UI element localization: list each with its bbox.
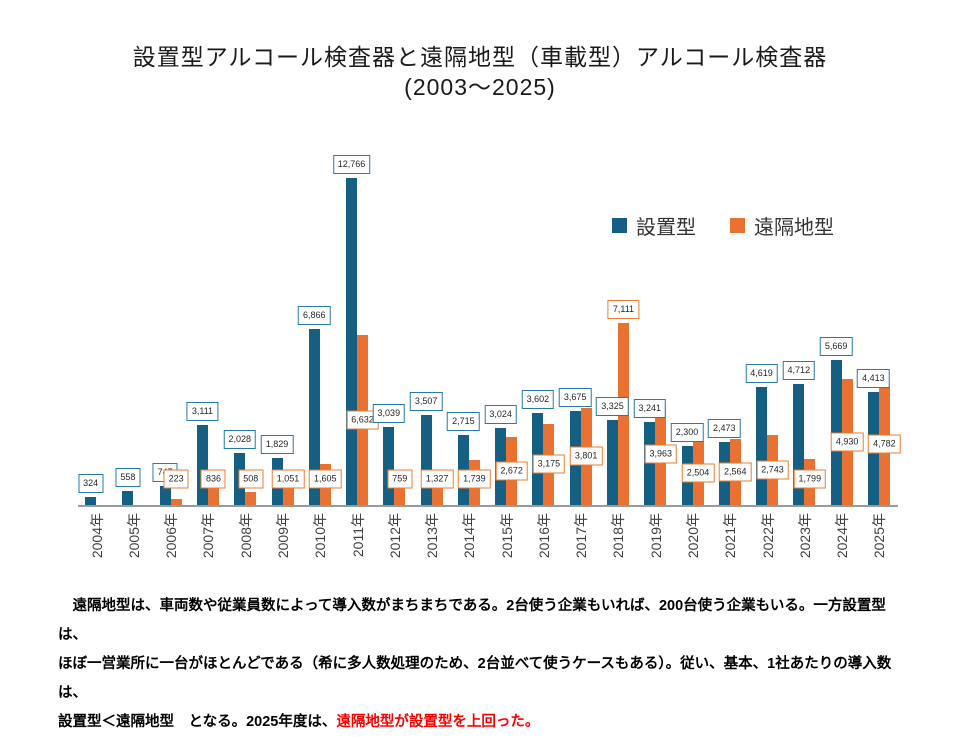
x-label-2018: 2018年 [610, 513, 627, 559]
bar-installed-2023 [793, 384, 805, 505]
data-label-remote-2021: 2,564 [719, 462, 752, 482]
x-label-2013: 2013年 [424, 513, 441, 559]
footer-line-3-black: 設置型＜遠隔地型 となる。2025年度は、 [58, 714, 337, 730]
x-label-2021: 2021年 [722, 513, 739, 559]
x-label-2004: 2004年 [88, 513, 105, 559]
data-label-installed-2019: 3,241 [633, 398, 666, 418]
data-label-installed-2017: 3,675 [558, 387, 592, 407]
data-label-remote-2009: 1,051 [271, 469, 305, 489]
x-label-2005: 2005年 [125, 513, 142, 559]
legend: 設置型 遠隔地型 [612, 211, 834, 240]
data-label-remote-2012: 759 [387, 469, 413, 489]
data-label-installed-2023: 4,712 [782, 361, 816, 381]
bar-installed-2018 [606, 419, 618, 505]
x-label-2024: 2024年 [834, 513, 851, 559]
x-label-2007: 2007年 [200, 513, 217, 559]
data-label-installed-2012: 3,039 [372, 404, 406, 424]
x-label-2016: 2016年 [535, 513, 552, 559]
footer-note: 遠隔地型は、車両数や従業員数によって導入数がまちまちである。2台使う企業もいれば… [58, 592, 908, 737]
data-label-installed-2010: 6,866 [298, 306, 331, 326]
footer-line-1: 遠隔地型は、車両数や従業員数によって導入数がまちまちである。2台使う企業もいれば… [58, 598, 886, 643]
x-label-2017: 2017年 [573, 513, 590, 559]
data-label-installed-2020: 2,300 [670, 423, 704, 443]
bar-installed-2011 [346, 178, 358, 505]
x-label-2010: 2010年 [312, 513, 329, 559]
bar-installed-2005 [122, 490, 134, 505]
data-label-installed-2015: 3,024 [484, 404, 517, 424]
x-label-2008: 2008年 [237, 513, 254, 559]
data-label-installed-2024: 5,669 [819, 336, 853, 356]
data-label-remote-2017: 3,801 [569, 446, 603, 466]
data-label-installed-2021: 2,473 [708, 418, 741, 438]
x-label-2023: 2023年 [796, 513, 813, 559]
data-label-remote-2024: 4,930 [830, 432, 864, 452]
data-label-installed-2014: 2,715 [447, 412, 480, 432]
data-label-remote-2020: 2,504 [681, 463, 715, 483]
data-label-installed-2007: 3,111 [186, 402, 219, 422]
footer-line-2: ほぼ一営業所に一台がほとんどである（希に多人数処理のため、2台並べて使うケースも… [58, 656, 892, 701]
chart-title-line1: 設置型アルコール検査器と遠隔地型（車載型）アルコール検査器 [132, 44, 828, 70]
data-label-remote-2023: 1,799 [793, 469, 827, 489]
data-label-remote-2008: 508 [238, 469, 264, 489]
data-label-installed-2005: 558 [115, 467, 141, 487]
data-label-installed-2022: 4,619 [745, 363, 778, 383]
data-label-remote-2022: 2,743 [756, 460, 789, 480]
bar-chart-plot-area: 3242004年5582005年7472232006年3,1118362007年… [78, 155, 901, 559]
bar-remote-2009 [282, 478, 294, 505]
bar-installed-2010 [308, 329, 320, 505]
bar-remote-2006 [170, 499, 182, 505]
x-label-2011: 2011年 [349, 513, 366, 558]
data-label-installed-2011: 12,766 [332, 155, 371, 174]
data-label-installed-2013: 3,507 [409, 392, 443, 412]
footer-line-3-red-highlight: 遠隔地型が設置型を上回った。 [336, 714, 540, 730]
bar-installed-2004 [85, 496, 97, 505]
x-label-2006: 2006年 [163, 513, 180, 559]
legend-item-installed: 設置型 [612, 211, 696, 240]
legend-label-remote: 遠隔地型 [754, 217, 834, 239]
legend-item-remote: 遠隔地型 [730, 211, 834, 240]
legend-swatch-remote [730, 218, 745, 233]
data-label-installed-2016: 3,602 [521, 389, 555, 409]
data-label-remote-2010: 1,605 [309, 469, 342, 489]
footer-line-3: 設置型＜遠隔地型 となる。2025年度は、遠隔地型が設置型を上回った。 [58, 708, 908, 737]
data-label-installed-2004: 324 [78, 473, 104, 493]
bar-remote-2012 [394, 485, 406, 505]
chart-title-line2: (2003〜2025) [404, 74, 556, 100]
x-label-2012: 2012年 [386, 513, 403, 559]
bar-remote-2007 [207, 483, 219, 505]
data-label-remote-2025: 4,782 [868, 434, 901, 454]
x-label-2009: 2009年 [275, 513, 291, 559]
x-label-2025: 2025年 [871, 513, 888, 559]
x-label-2019: 2019年 [647, 513, 664, 559]
data-label-installed-2025: 4,413 [857, 368, 890, 388]
data-label-installed-2008: 2,028 [223, 430, 256, 450]
data-label-installed-2018: 3,325 [596, 396, 629, 416]
data-label-remote-2014: 1,739 [458, 469, 491, 489]
legend-swatch-installed [612, 218, 627, 233]
data-label-remote-2019: 3,963 [644, 444, 677, 464]
bar-installed-2006 [159, 485, 171, 505]
legend-label-installed: 設置型 [636, 217, 696, 239]
data-label-installed-2009: 1,829 [260, 435, 294, 455]
bar-installed-2013 [420, 415, 432, 505]
x-axis-line [78, 505, 898, 507]
data-label-remote-2018: 7,111 [607, 299, 640, 319]
data-label-remote-2016: 3,175 [532, 454, 566, 474]
x-label-2020: 2020年 [685, 513, 701, 559]
bar-remote-2008 [245, 491, 257, 505]
data-label-remote-2013: 1,327 [420, 469, 454, 489]
x-label-2015: 2015年 [498, 513, 515, 559]
chart-title: 設置型アルコール検査器と遠隔地型（車載型）アルコール検査器 (2003〜2025… [0, 42, 960, 102]
data-label-remote-2015: 2,672 [495, 461, 528, 481]
data-label-remote-2007: 836 [200, 469, 226, 489]
x-label-2014: 2014年 [461, 513, 478, 559]
bar-installed-2007 [196, 425, 208, 505]
x-label-2022: 2022年 [759, 513, 776, 559]
bar-installed-2012 [383, 427, 395, 505]
data-label-remote-2006: 223 [163, 469, 189, 489]
bar-installed-2022 [756, 386, 768, 505]
